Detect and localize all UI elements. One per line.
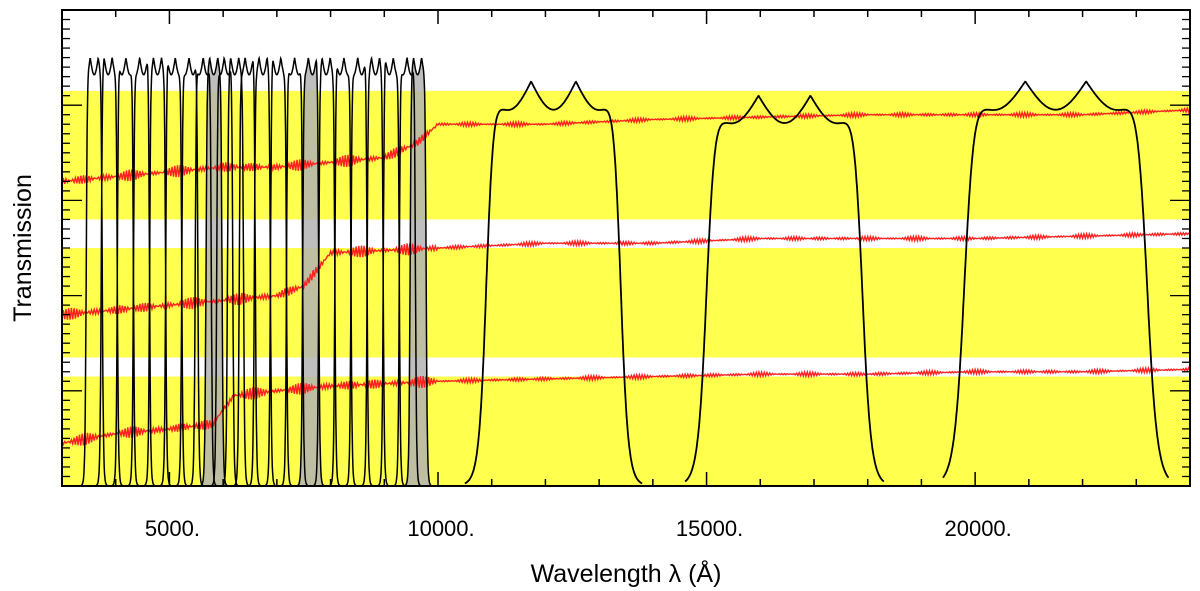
narrowband-filter-10 xyxy=(210,55,240,486)
spectrum-line-2 xyxy=(62,230,1190,320)
narrowband-filter-2 xyxy=(94,57,124,486)
narrowband-filter-7 xyxy=(175,57,205,486)
filter-curves xyxy=(79,55,1170,486)
broadband-filter-J xyxy=(464,80,643,485)
narrowband-filter-14 xyxy=(263,55,294,486)
axis-tick-labels: 5000. 10000. 15000. 20000. xyxy=(145,516,1012,541)
narrowband-filter-1 xyxy=(79,56,109,486)
y-axis-label: Transmission xyxy=(9,174,37,322)
x-tick-label: 15000. xyxy=(676,516,743,541)
narrowband-filter-4 xyxy=(126,56,157,486)
broadband-filter-Ks xyxy=(942,80,1170,479)
narrowband-filter-16 xyxy=(295,57,326,486)
narrowband-filter-20 xyxy=(360,55,390,486)
narrowband-filter-8 xyxy=(188,57,218,486)
axis-ticks xyxy=(61,9,1191,487)
narrowband-filter-23 xyxy=(403,57,433,486)
yellow-bands xyxy=(62,90,1190,486)
narrowband-filter-13 xyxy=(247,55,278,486)
narrowband-filter-19 xyxy=(344,57,374,486)
narrowband-filter-11 xyxy=(220,57,251,486)
spectrum-line-1 xyxy=(62,105,1190,186)
narrowband-filter-15 xyxy=(279,57,310,486)
narrowband-filter-6 xyxy=(158,57,189,486)
yellow-band-1 xyxy=(62,90,1190,220)
narrowband-filter-12 xyxy=(232,57,263,486)
narrowband-filter-3 xyxy=(110,58,141,486)
narrowband-filter-18 xyxy=(328,57,358,486)
x-tick-label: 20000. xyxy=(944,516,1011,541)
yellow-band-2 xyxy=(62,248,1190,358)
broadband-filter-H xyxy=(684,94,885,483)
narrowband-filter-9 xyxy=(199,56,229,486)
narrowband-filter-5 xyxy=(142,57,173,486)
narrowband-filter-17 xyxy=(312,57,342,486)
spectrum-line-3 xyxy=(62,365,1190,447)
x-axis-label: Wavelength λ (Å) xyxy=(531,558,722,588)
narrowband-filter-22 xyxy=(392,57,423,486)
x-tick-label: 10000. xyxy=(407,516,474,541)
x-tick-label: 5000. xyxy=(145,516,200,541)
narrowband-filter-21 xyxy=(376,57,406,486)
spectra xyxy=(62,105,1190,447)
